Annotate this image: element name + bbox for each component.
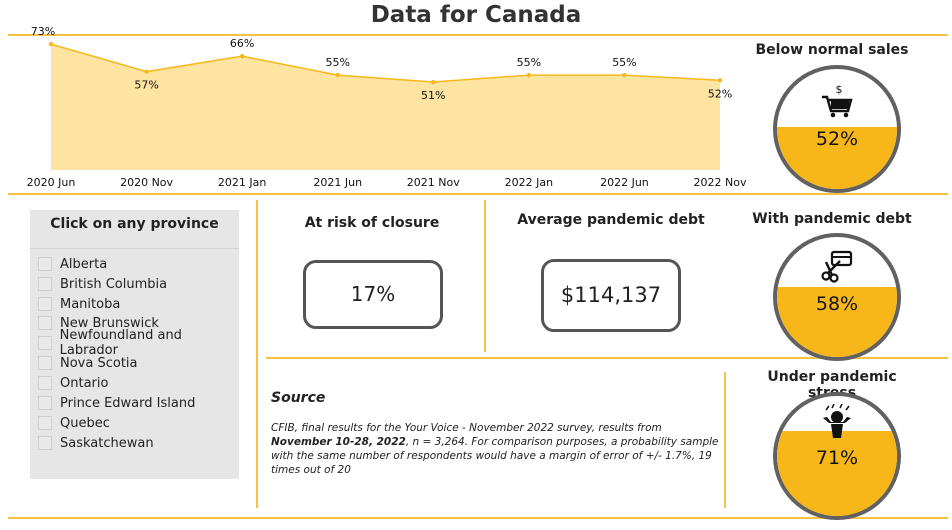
avg-debt-title: Average pandemic debt — [517, 212, 705, 228]
x-tick-label: 2020 Jun — [27, 176, 76, 189]
checkbox[interactable] — [38, 297, 52, 311]
x-tick-label: 2021 Nov — [407, 176, 460, 189]
gauge-title-debt: With pandemic debt — [752, 211, 912, 227]
province-label: Nova Scotia — [60, 355, 138, 371]
checkbox[interactable] — [38, 336, 52, 350]
data-point — [335, 72, 340, 78]
checkbox[interactable] — [38, 257, 52, 271]
sales-trend-chart: 73% 2020 Jun 57% 2020 Nov 66% 2021 Jan 55% 2021… — [27, 25, 747, 189]
data-label: 55% — [517, 56, 541, 69]
x-tick-label: 2021 Jun — [313, 176, 362, 189]
province-option[interactable]: Alberta — [38, 255, 107, 273]
x-tick-label: 2020 Nov — [120, 176, 173, 189]
stressed-person-icon — [820, 403, 854, 444]
gauge-fill — [777, 430, 897, 516]
closure-title: At risk of closure — [304, 215, 440, 231]
checkbox[interactable] — [38, 356, 52, 370]
province-label: Saskatchewan — [60, 435, 154, 451]
page-title: Data for Canada — [370, 2, 582, 28]
data-point — [526, 72, 532, 78]
x-tick-label: 2022 Nov — [694, 176, 747, 189]
gauge-sales: $ 52% — [773, 65, 901, 193]
shopping-cart-dollar-icon: $ — [820, 83, 854, 123]
province-label: Newfoundland and Labrador — [59, 328, 182, 358]
province-filter-heading: Click on any province — [30, 210, 239, 249]
province-label: New Brunswick — [60, 315, 159, 331]
data-label: 55% — [612, 56, 636, 69]
svg-text:$: $ — [836, 83, 843, 96]
gauge-fill — [777, 126, 897, 189]
checkbox[interactable] — [38, 396, 52, 410]
data-label: 52% — [708, 87, 732, 100]
x-tick-label: 2022 Jan — [505, 176, 553, 189]
province-option[interactable]: Newfoundland and Labrador — [38, 328, 239, 358]
data-label: 57% — [134, 79, 158, 92]
province-option[interactable]: Saskatchewan — [38, 434, 154, 452]
province-option[interactable]: Ontario — [38, 374, 108, 392]
province-label: Alberta — [60, 256, 108, 272]
gauge-stress: 71% — [773, 392, 901, 520]
province-option[interactable]: New Brunswick — [38, 314, 159, 332]
data-point — [717, 78, 723, 83]
province-filter-panel: Click on any province Alberta British Co… — [30, 210, 239, 479]
source-n: n — [412, 436, 420, 448]
avg-debt-value: $114,137 — [560, 283, 662, 307]
data-point — [144, 69, 149, 74]
province-option[interactable]: British Columbia — [38, 275, 167, 293]
province-option[interactable]: Quebec — [38, 414, 110, 432]
closure-value: 17% — [350, 282, 396, 306]
data-label: 66% — [230, 37, 254, 50]
checkbox[interactable] — [38, 436, 52, 450]
divider — [8, 193, 948, 195]
data-label: 51% — [421, 89, 445, 102]
x-tick-label: 2022 Jun — [600, 176, 649, 189]
gauge-value: 58% — [815, 293, 859, 315]
data-label: 55% — [325, 56, 349, 69]
source-date-range: November 10-28, 2022 — [271, 436, 406, 448]
gauge-debt: 58% — [773, 233, 901, 361]
source-text: CFIB, final results for the Your Voice -… — [271, 421, 721, 477]
data-label: 73% — [31, 25, 55, 38]
divider — [256, 200, 258, 508]
divider — [8, 517, 948, 519]
checkbox[interactable] — [38, 416, 52, 430]
closure-value-box: 17% — [303, 260, 443, 329]
data-point — [622, 72, 627, 78]
source-heading: Source — [271, 390, 326, 406]
cut-credit-card-icon — [820, 249, 854, 287]
province-option[interactable]: Nova Scotia — [38, 354, 138, 372]
divider — [8, 34, 948, 36]
source-text-part: , — [405, 436, 413, 448]
province-label: British Columbia — [60, 276, 168, 292]
checkbox[interactable] — [38, 316, 52, 330]
divider — [724, 372, 726, 508]
x-tick-label: 2021 Jan — [218, 176, 266, 189]
divider — [266, 357, 948, 359]
source-text-part: = 3,264. For comparison purposes, a prob… — [271, 436, 719, 476]
province-label: Manitoba — [60, 296, 121, 312]
gauge-title-sales: Below normal sales — [755, 42, 909, 58]
province-label: Ontario — [60, 375, 109, 391]
avg-debt-value-box: $114,137 — [541, 259, 681, 332]
checkbox[interactable] — [38, 277, 52, 291]
province-option[interactable]: Manitoba — [38, 295, 120, 313]
divider — [484, 200, 486, 352]
checkbox[interactable] — [38, 376, 52, 390]
data-point — [48, 41, 54, 47]
gauge-value: 52% — [815, 128, 859, 150]
gauge-value: 71% — [815, 447, 859, 469]
series-line — [50, 43, 721, 83]
source-text-part: CFIB, final results for the Your Voice -… — [271, 422, 662, 434]
province-label: Quebec — [60, 415, 110, 431]
gauge-fill — [777, 287, 897, 357]
data-point — [239, 53, 245, 59]
province-option[interactable]: Prince Edward Island — [38, 394, 195, 412]
data-point — [431, 79, 436, 85]
province-label: Prince Edward Island — [60, 395, 196, 411]
